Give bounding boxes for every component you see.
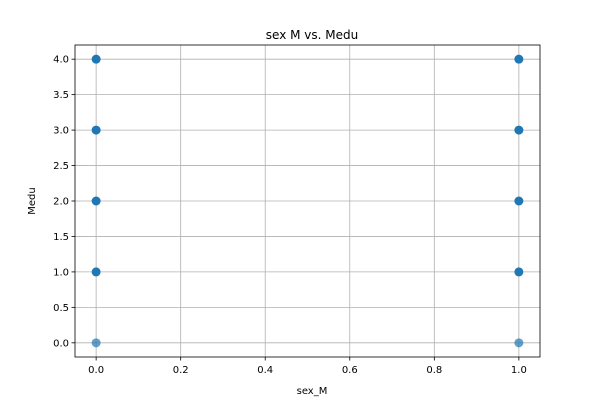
y-tick-label: 1.0 [53,267,69,278]
x-axis-ticks: 0.0 0.2 0.4 0.6 0.8 1.0 [88,357,527,376]
y-tick-label: 3.5 [53,90,69,101]
y-tick-label: 0.0 [53,338,69,349]
y-axis-label: Medu [27,187,38,214]
scatter-point [91,267,101,277]
y-tick-label: 4.0 [53,55,69,66]
x-tick-label: 0.0 [88,365,104,376]
scatter-point [91,196,101,206]
x-tick-label: 0.4 [257,365,273,376]
data-points [91,54,524,348]
scatter-point [514,196,524,206]
scatter-point [514,338,524,348]
scatter-point [91,338,101,348]
y-tick-label: 3.0 [53,126,69,137]
scatter-point [91,54,101,64]
scatter-point [514,267,524,277]
x-axis-label: sex_M [297,386,328,397]
chart-title: sex M vs. Medu [266,28,358,42]
y-tick-label: 2.0 [53,197,69,208]
x-tick-label: 0.8 [426,365,442,376]
y-tick-label: 0.5 [53,303,69,314]
x-tick-label: 0.2 [173,365,189,376]
x-tick-label: 1.0 [511,365,527,376]
y-tick-label: 2.5 [53,161,69,172]
y-tick-label: 1.5 [53,232,69,243]
scatter-point [91,125,101,135]
x-tick-label: 0.6 [342,365,358,376]
y-axis-ticks: 0.0 0.5 1.0 1.5 2.0 2.5 3.0 3.5 4.0 [53,55,75,349]
scatter-point [514,54,524,64]
scatter-point [514,125,524,135]
